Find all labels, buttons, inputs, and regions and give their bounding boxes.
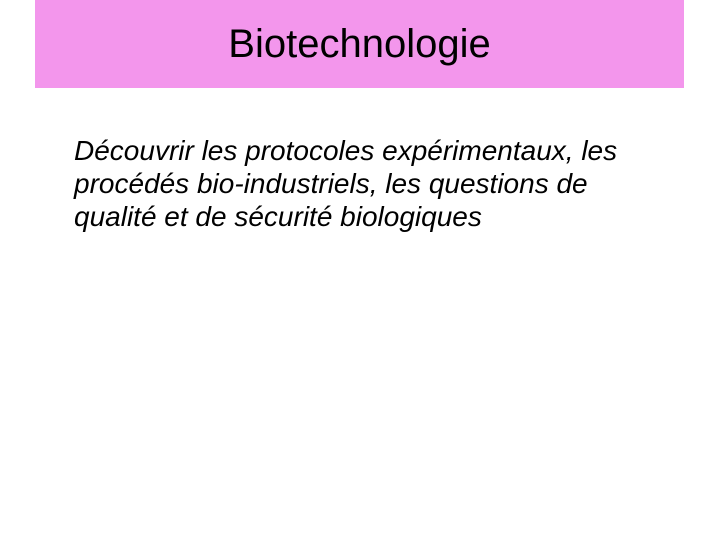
slide: Biotechnologie Découvrir les protocoles … [0,0,720,540]
slide-title: Biotechnologie [228,22,490,66]
body-text: Découvrir les protocoles expérimentaux, … [74,134,654,233]
title-bar: Biotechnologie [35,0,684,88]
body-box: Découvrir les protocoles expérimentaux, … [74,134,654,233]
